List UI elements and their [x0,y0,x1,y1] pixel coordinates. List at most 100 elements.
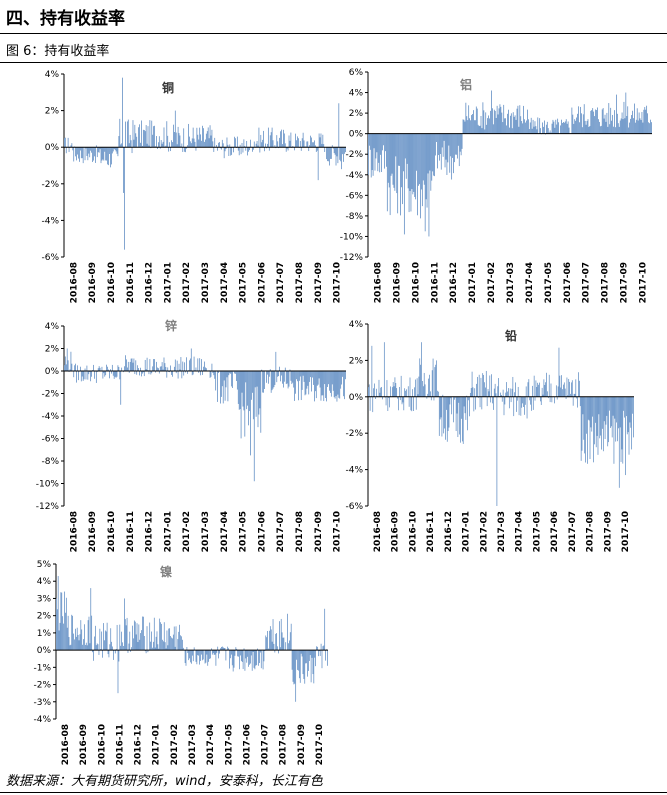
bar [548,374,550,397]
bar [282,144,283,148]
bar [75,628,76,651]
bar [160,366,162,371]
x-tick-label: 2017-03 [506,262,516,303]
x-tick-label: 2017-04 [206,724,216,765]
bar [620,118,622,134]
bar [241,142,243,148]
bar [114,371,116,377]
bar [259,650,260,664]
bar [443,133,445,141]
bar [262,650,264,670]
chart-aluminum: -12%-10%-8%-6%-4%-2%0%2%4%6%2016-08 2016-… [340,68,652,303]
bar [408,396,410,407]
bar [133,139,135,148]
bar [87,371,89,380]
bar [265,635,267,651]
bar [625,396,626,476]
bar [65,612,66,651]
bar [105,371,107,376]
bar [117,650,119,694]
bar [121,631,122,651]
bar [190,348,192,371]
bar [341,147,342,170]
bar [385,133,387,167]
bar [603,396,605,422]
bar [594,116,595,134]
bar [618,396,619,429]
bar [405,390,406,397]
bar [84,624,85,651]
bar [409,377,411,397]
bar [442,394,444,397]
bar [547,128,549,134]
bar [82,147,84,164]
bar [439,396,441,420]
bar [322,134,324,148]
bar [168,628,170,651]
bar [229,371,231,374]
bar [148,371,150,375]
y-tick-label: -12% [340,253,364,263]
bar [89,147,91,158]
bar [205,368,207,371]
bar [533,375,535,397]
bar [526,120,527,134]
x-tick-label: 2017-06 [242,724,252,765]
bar [172,638,173,651]
bar [104,371,106,377]
bar [134,621,136,651]
bar [383,342,385,397]
bar [188,650,190,661]
bar [247,650,248,657]
bar [496,396,498,506]
bar [195,147,197,151]
bar [153,126,154,148]
bar [530,396,531,405]
bar [109,644,111,651]
bar [284,143,286,148]
bar [89,371,91,373]
bar [78,640,80,651]
bar [269,135,271,148]
bar [85,644,86,651]
x-tick-label: 2016-11 [426,511,436,552]
bar [162,639,163,651]
bar [281,371,282,376]
bar [385,396,387,406]
bar [258,371,260,415]
bar [504,118,506,134]
bar [303,371,305,382]
bar [601,109,603,134]
bar [191,650,192,664]
bar [276,135,278,148]
bar [126,367,128,371]
bar [64,137,66,148]
bar [222,647,224,651]
bar [602,108,604,134]
bar [319,371,321,388]
bar [539,382,540,397]
bar [137,642,139,651]
bar [111,147,113,154]
bar [134,371,136,375]
bar [139,124,140,148]
bar [309,145,311,148]
x-tick-label: 2017-03 [201,511,211,552]
bar [619,120,621,134]
bar [68,147,70,152]
bar [189,650,190,659]
bar [67,137,69,148]
bar [287,147,289,151]
bar [157,367,158,371]
bar [518,126,520,134]
bar [273,643,275,651]
bar [259,147,261,153]
bar [89,643,91,651]
bar [142,145,143,148]
bar [520,116,522,134]
bar [577,396,578,408]
bar [104,630,106,651]
bar [600,396,601,436]
bar [401,133,402,188]
bar [270,371,272,393]
